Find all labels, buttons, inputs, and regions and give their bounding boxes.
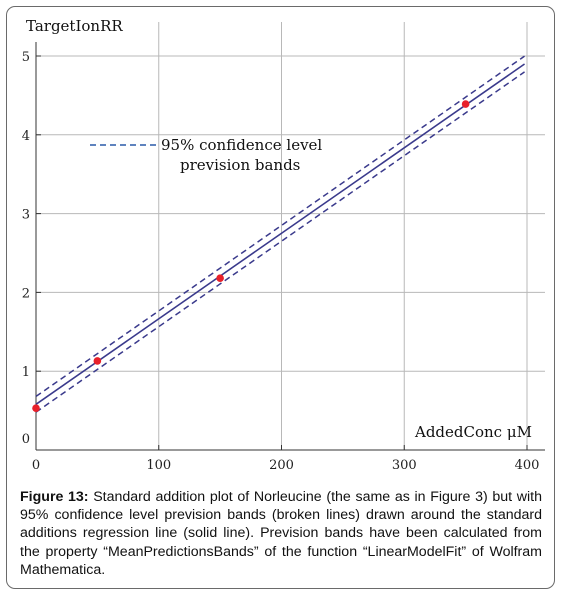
caption-text: Standard addition plot of Norleucine (th… [20, 489, 542, 578]
x-tick-label-400: 400 [515, 458, 540, 473]
legend-text-line2: prevision bands [180, 156, 300, 174]
figure-caption: Figure 13: Standard addition plot of Nor… [20, 488, 542, 579]
regression-line [35, 63, 526, 405]
y-tick-label-2: 2 [22, 286, 30, 301]
caption-label: Figure 13: [20, 489, 89, 505]
data-point-3 [216, 274, 224, 283]
y-tick-label-4: 4 [22, 129, 30, 144]
x-tick-label-0: 0 [32, 458, 40, 473]
legend-text-line1: 95% confidence level [161, 136, 322, 154]
regression-line-solid [35, 63, 526, 405]
data-point-2 [93, 357, 102, 365]
tick-labels: 0 100 200 300 400 0 1 2 3 4 5 [22, 50, 540, 473]
data-point-1 [32, 404, 40, 413]
y-tick-label-0: 0 [22, 432, 30, 447]
x-tick-label-100: 100 [146, 458, 171, 473]
data-point-4 [461, 100, 470, 108]
axes [35, 42, 545, 451]
y-tick-label-3: 3 [22, 208, 30, 223]
y-tick-label-1: 1 [22, 365, 30, 380]
upper-confidence-band [35, 55, 525, 398]
standard-addition-chart: 0 100 200 300 400 0 1 2 3 4 5 95% confidence level… [22, 17, 545, 473]
x-axis-label: AddedConc μM [414, 423, 532, 441]
x-tick-label-200: 200 [269, 458, 294, 473]
legend: 95% confidence level prevision bands [90, 136, 322, 174]
y-axis-label: TargetIonRR [26, 17, 123, 35]
data-points [32, 100, 470, 413]
x-tick-label-300: 300 [392, 458, 417, 473]
y-tick-label-5: 5 [22, 50, 30, 65]
lower-confidence-band [35, 71, 525, 413]
grid [36, 22, 545, 450]
